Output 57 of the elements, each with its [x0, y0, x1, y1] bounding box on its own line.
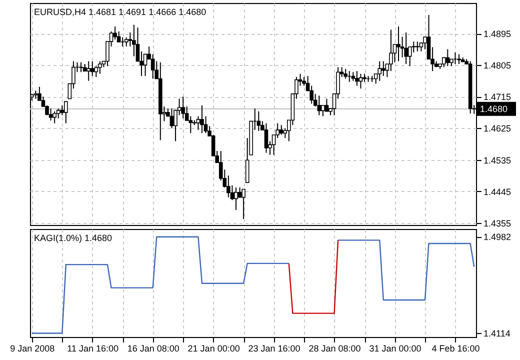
candlestick: [256, 110, 261, 132]
y-tick-label: 1.4114: [484, 328, 510, 338]
candlestick: [416, 41, 420, 52]
candlestick: [116, 30, 121, 43]
candlestick: [412, 41, 416, 53]
candlestick: [52, 110, 56, 124]
x-tick-label: 4 Feb 16:00: [432, 344, 480, 354]
ref-line-label: 1.4680: [480, 104, 508, 114]
candlestick: [457, 54, 461, 65]
y-tick-label: 1.4895: [484, 29, 512, 40]
candlestick: [196, 116, 200, 130]
candlestick: [188, 116, 193, 134]
candlestick: [48, 108, 53, 121]
y-tick-label: 1.4625: [484, 124, 512, 134]
candlestick: [238, 186, 242, 198]
candlestick: [200, 104, 204, 134]
candlestick: [234, 186, 238, 210]
candlestick: [264, 122, 268, 154]
candlestick: [170, 108, 174, 129]
x-tick-label: 28 Jan 08:00: [308, 344, 361, 354]
candlestick: [378, 60, 382, 82]
candlestick: [310, 85, 314, 104]
x-tick-label: 9 Jan 2008: [10, 344, 55, 354]
candlestick: [64, 101, 68, 124]
x-tick-label: 16 Jan 08:00: [127, 344, 180, 354]
candlestick: [98, 60, 102, 74]
candlestick: [446, 48, 450, 67]
y-tick-label: 1.4445: [484, 186, 512, 197]
candlestick: [344, 68, 348, 80]
candlestick: [86, 60, 90, 82]
y-tick-label: 1.4535: [484, 155, 512, 166]
candlestick: [242, 188, 246, 220]
x-tick-label: 23 Jan 16:00: [248, 344, 300, 354]
x-tick-label: 31 Jan 00:00: [369, 344, 422, 354]
candlestick: [79, 62, 83, 73]
candlestick: [355, 70, 359, 86]
candlestick: [389, 29, 393, 72]
candlestick: [150, 54, 155, 80]
candlestick: [321, 104, 325, 117]
y-tick-label: 1.4805: [484, 60, 512, 71]
candlestick: [113, 26, 117, 40]
y-tick-label: 1.4982: [484, 232, 512, 242]
y-tick-label: 1.4355: [484, 218, 512, 228]
candlestick: [60, 104, 64, 116]
x-tick-label: 11 Jan 16:00: [67, 344, 119, 354]
candlestick: [404, 32, 408, 65]
chart-title: EURUSD,H4 1.4681 1.4691 1.4666 1.4680: [34, 7, 206, 17]
x-tick-label: 21 Jan 00:00: [188, 344, 240, 354]
chart-title: KAGI(1.0%) 1.4680: [34, 233, 112, 243]
candlestick: [317, 95, 322, 116]
y-tick-label: 1.4715: [484, 92, 512, 102]
candlestick: [181, 96, 185, 119]
candlestick: [396, 26, 400, 62]
candlestick: [124, 36, 128, 47]
candlestick: [143, 54, 148, 76]
candlestick: [279, 124, 284, 136]
candlestick: [382, 60, 386, 76]
